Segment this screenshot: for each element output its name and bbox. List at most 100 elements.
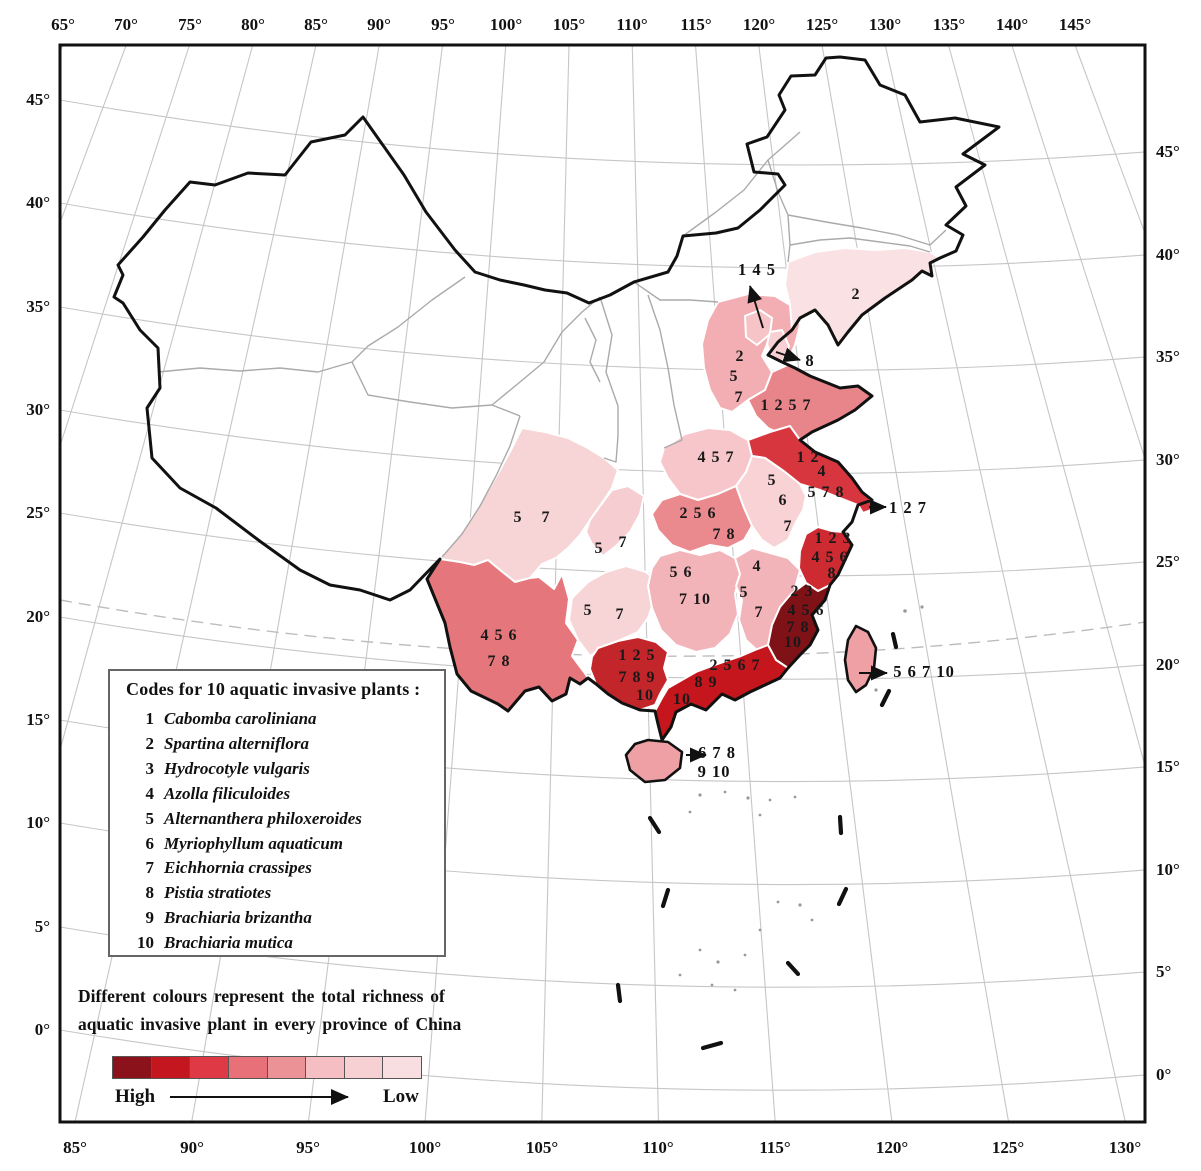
- legend-box: Codes for 10 aquatic invasive plants : 1…: [108, 669, 446, 957]
- meridian-line: [191, 45, 380, 1122]
- axis-label-left: 10°: [26, 813, 50, 832]
- province-codes-guangxi: 10: [636, 687, 654, 704]
- axis-label-top: 85°: [304, 15, 328, 34]
- axis-label-left: 30°: [26, 400, 50, 419]
- province-anhui: [735, 455, 807, 549]
- province-codes-guangxi: 1 2 5: [618, 647, 656, 664]
- axis-label-bottom: 100°: [408, 1138, 442, 1157]
- axis-label-right: 45°: [1156, 142, 1180, 161]
- province-codes-shandong: 1 2 5 7: [760, 397, 812, 414]
- province-codes-hunan: 5 6: [669, 564, 693, 581]
- axis-label-top: 125°: [805, 15, 839, 34]
- axis-label-top: 75°: [178, 15, 202, 34]
- parallel-line: [60, 306, 1145, 372]
- province-codes-yunnan: 7 8: [487, 653, 511, 670]
- axis-label-bottom: 120°: [875, 1138, 909, 1157]
- province-codes-guangdong: 8 9: [694, 674, 718, 691]
- province-codes-anhui: 7: [783, 518, 793, 535]
- scale-swatch: [306, 1057, 345, 1078]
- legend-item-species: Pistia stratiotes: [164, 883, 272, 903]
- scale-swatch: [267, 1057, 307, 1078]
- meridian-line: [821, 45, 1010, 1122]
- legend-item-species: Brachiaria mutica: [164, 933, 293, 953]
- axis-label-right: 5°: [1156, 962, 1172, 981]
- beijing-callout-arrow: [747, 285, 764, 329]
- axis-label-right: 20°: [1156, 655, 1180, 674]
- parallel-line: [60, 202, 1145, 269]
- legend-item: 5 Alternanthera philoxeroides: [120, 807, 438, 832]
- province-codes-guangdong: 2 5 6 7: [709, 657, 761, 674]
- axis-label-top: 65°: [51, 15, 75, 34]
- legend-item-species: Spartina alterniflora: [164, 733, 310, 753]
- legend-item-species: Hydrocotyle vulgaris: [164, 758, 310, 778]
- callout-arrows: [170, 285, 888, 1105]
- callout-codes-shanghai: 1 2 7: [889, 498, 927, 517]
- axis-label-left: 15°: [26, 710, 50, 729]
- axis-label-right: 0°: [1156, 1065, 1172, 1084]
- axis-label-top: 140°: [995, 15, 1029, 34]
- parallel-line: [60, 1029, 1145, 1091]
- scale-swatch: [113, 1057, 152, 1078]
- small-islet-dots: [678, 605, 924, 992]
- legend-item: 8 Pistia stratiotes: [120, 881, 438, 906]
- legend-title: Codes for 10 aquatic invasive plants :: [126, 679, 421, 699]
- axis-label-top: 70°: [114, 15, 138, 34]
- axis-label-bottom: 90°: [180, 1138, 204, 1157]
- legend-item-code: 1: [145, 709, 155, 728]
- province-codes-jiangxi: 7: [754, 604, 764, 621]
- province-codes-fujian: 10: [784, 634, 802, 651]
- province-codes-guizhou: 7: [615, 606, 625, 623]
- callout-codes-hainan: 9 10: [697, 762, 731, 781]
- legend-item-species: Eichhornia crassipes: [164, 858, 312, 878]
- meridian-line: [541, 45, 570, 1122]
- province-codes-anhui: 5: [767, 472, 777, 489]
- legend-item-code: 10: [137, 933, 154, 953]
- axis-label-bottom: 115°: [759, 1138, 791, 1157]
- province-codes-zhejiang: 8: [827, 565, 837, 582]
- interior-province-borders: [157, 131, 947, 558]
- axis-label-bottom: 95°: [296, 1138, 320, 1157]
- legend-item-code: 3: [145, 758, 155, 778]
- legend-item-species: Myriophyllum aquaticum: [164, 833, 343, 853]
- province-codes-hubei: 7 8: [712, 526, 736, 543]
- meridian-line: [60, 45, 127, 225]
- province-codes-guizhou: 5: [583, 602, 593, 619]
- legend-item: 7 Eichhornia crassipes: [120, 856, 438, 881]
- axis-label-top: 135°: [932, 15, 966, 34]
- axis-label-left: 40°: [26, 193, 50, 212]
- legend-item: 10 Brachiaria mutica: [120, 931, 438, 956]
- scale-high-label: High: [115, 1086, 156, 1107]
- parallel-line: [60, 512, 1145, 577]
- axis-label-top: 120°: [742, 15, 776, 34]
- axis-label-right: 10°: [1156, 860, 1180, 879]
- legend-item: 2 Spartina alterniflora: [120, 732, 438, 757]
- province-codes-jiangsu: 4: [817, 463, 827, 480]
- scale-low-label: Low: [383, 1086, 419, 1107]
- meridian-line: [947, 45, 1145, 769]
- axis-label-right: 40°: [1156, 245, 1180, 264]
- province-codes-hebei: 5: [729, 368, 739, 385]
- legend-item-species: Alternanthera philoxeroides: [164, 808, 362, 828]
- province-codes-zhejiang: 4 5 6: [811, 549, 849, 566]
- axis-label-bottom: 105°: [525, 1138, 559, 1157]
- legend-item: 1 Cabomba caroliniana: [120, 707, 438, 732]
- meridian-line: [60, 45, 191, 448]
- legend-list: 1 Cabomba caroliniana 2 Spartina alterniflo…: [120, 707, 438, 956]
- axis-label-right: 15°: [1156, 757, 1180, 776]
- legend-item-code: 7: [145, 858, 155, 878]
- scale-swatch: [151, 1057, 191, 1078]
- axis-label-bottom: 85°: [63, 1138, 87, 1157]
- island-taiwan: [843, 624, 878, 694]
- legend-item-code: 6: [145, 833, 155, 853]
- meridian-line: [1011, 45, 1145, 461]
- meridian-line: [884, 45, 1126, 1122]
- legend-item-code: 9: [145, 908, 155, 928]
- axis-label-top: 80°: [241, 15, 265, 34]
- province-codes-fujian: 4 5 6: [787, 602, 825, 619]
- parallel-line: [60, 99, 1145, 166]
- axis-label-top: 145°: [1058, 15, 1092, 34]
- province-codes-chongqing: 5: [594, 540, 604, 557]
- province-codes-jiangsu: 5 7 8: [807, 484, 845, 501]
- province-codes-chongqing: 7: [618, 534, 628, 551]
- axis-label-right: 30°: [1156, 450, 1180, 469]
